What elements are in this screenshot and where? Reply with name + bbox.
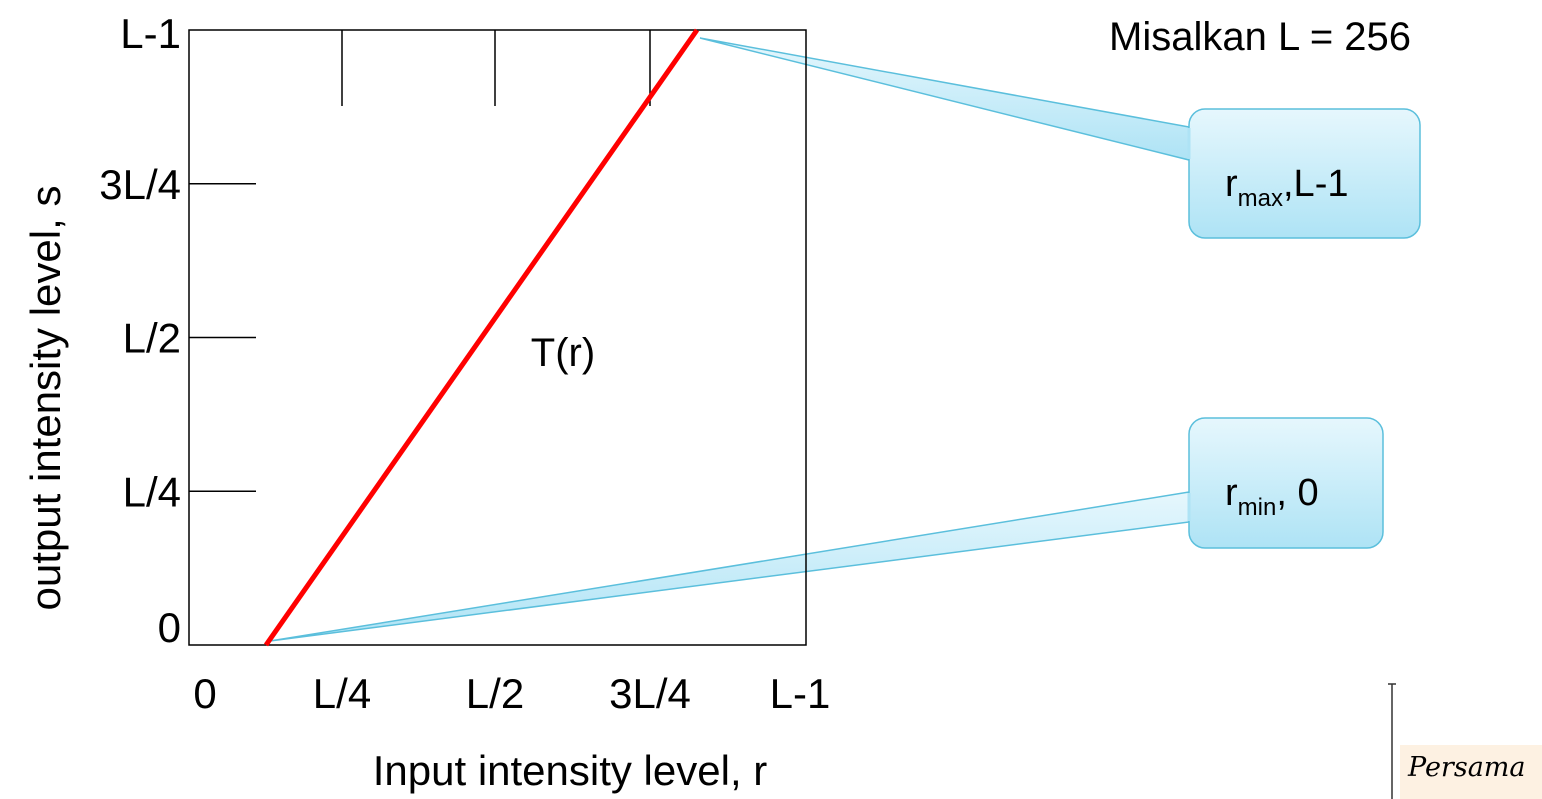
series-annotation: T(r) <box>531 331 595 375</box>
y-tick-label: 3L/4 <box>99 161 181 208</box>
x-tick-label: L-1 <box>770 670 831 717</box>
x-tick-label: L/4 <box>313 670 371 717</box>
callout-box: rmin, 0 <box>1187 417 1384 549</box>
x-tick-label: L/2 <box>466 670 524 717</box>
callout-label: rmin, 0 <box>1225 472 1319 521</box>
cropped-equation-fragment: Persama <box>1388 683 1542 799</box>
y-tick-label: L/2 <box>123 315 181 362</box>
fragment-text: Persama <box>1407 752 1526 783</box>
y-axis-label: output intensity level, s <box>22 186 69 611</box>
y-tick-label: 0 <box>158 604 181 651</box>
x-axis-label: Input intensity level, r <box>373 747 768 794</box>
callout-box: rmax,L-1 <box>1187 108 1421 239</box>
series-line-t-r <box>263 28 700 647</box>
y-tick-label: L-1 <box>120 10 181 57</box>
y-tick-label: L/4 <box>123 468 181 515</box>
x-tick-label: 3L/4 <box>609 670 691 717</box>
callout-pointer <box>269 491 1190 642</box>
plot-frame <box>188 29 807 646</box>
note-text: Misalkan L = 256 <box>1109 15 1411 59</box>
callout-label: rmax,L-1 <box>1225 163 1348 212</box>
x-tick-label: 0 <box>193 670 216 717</box>
